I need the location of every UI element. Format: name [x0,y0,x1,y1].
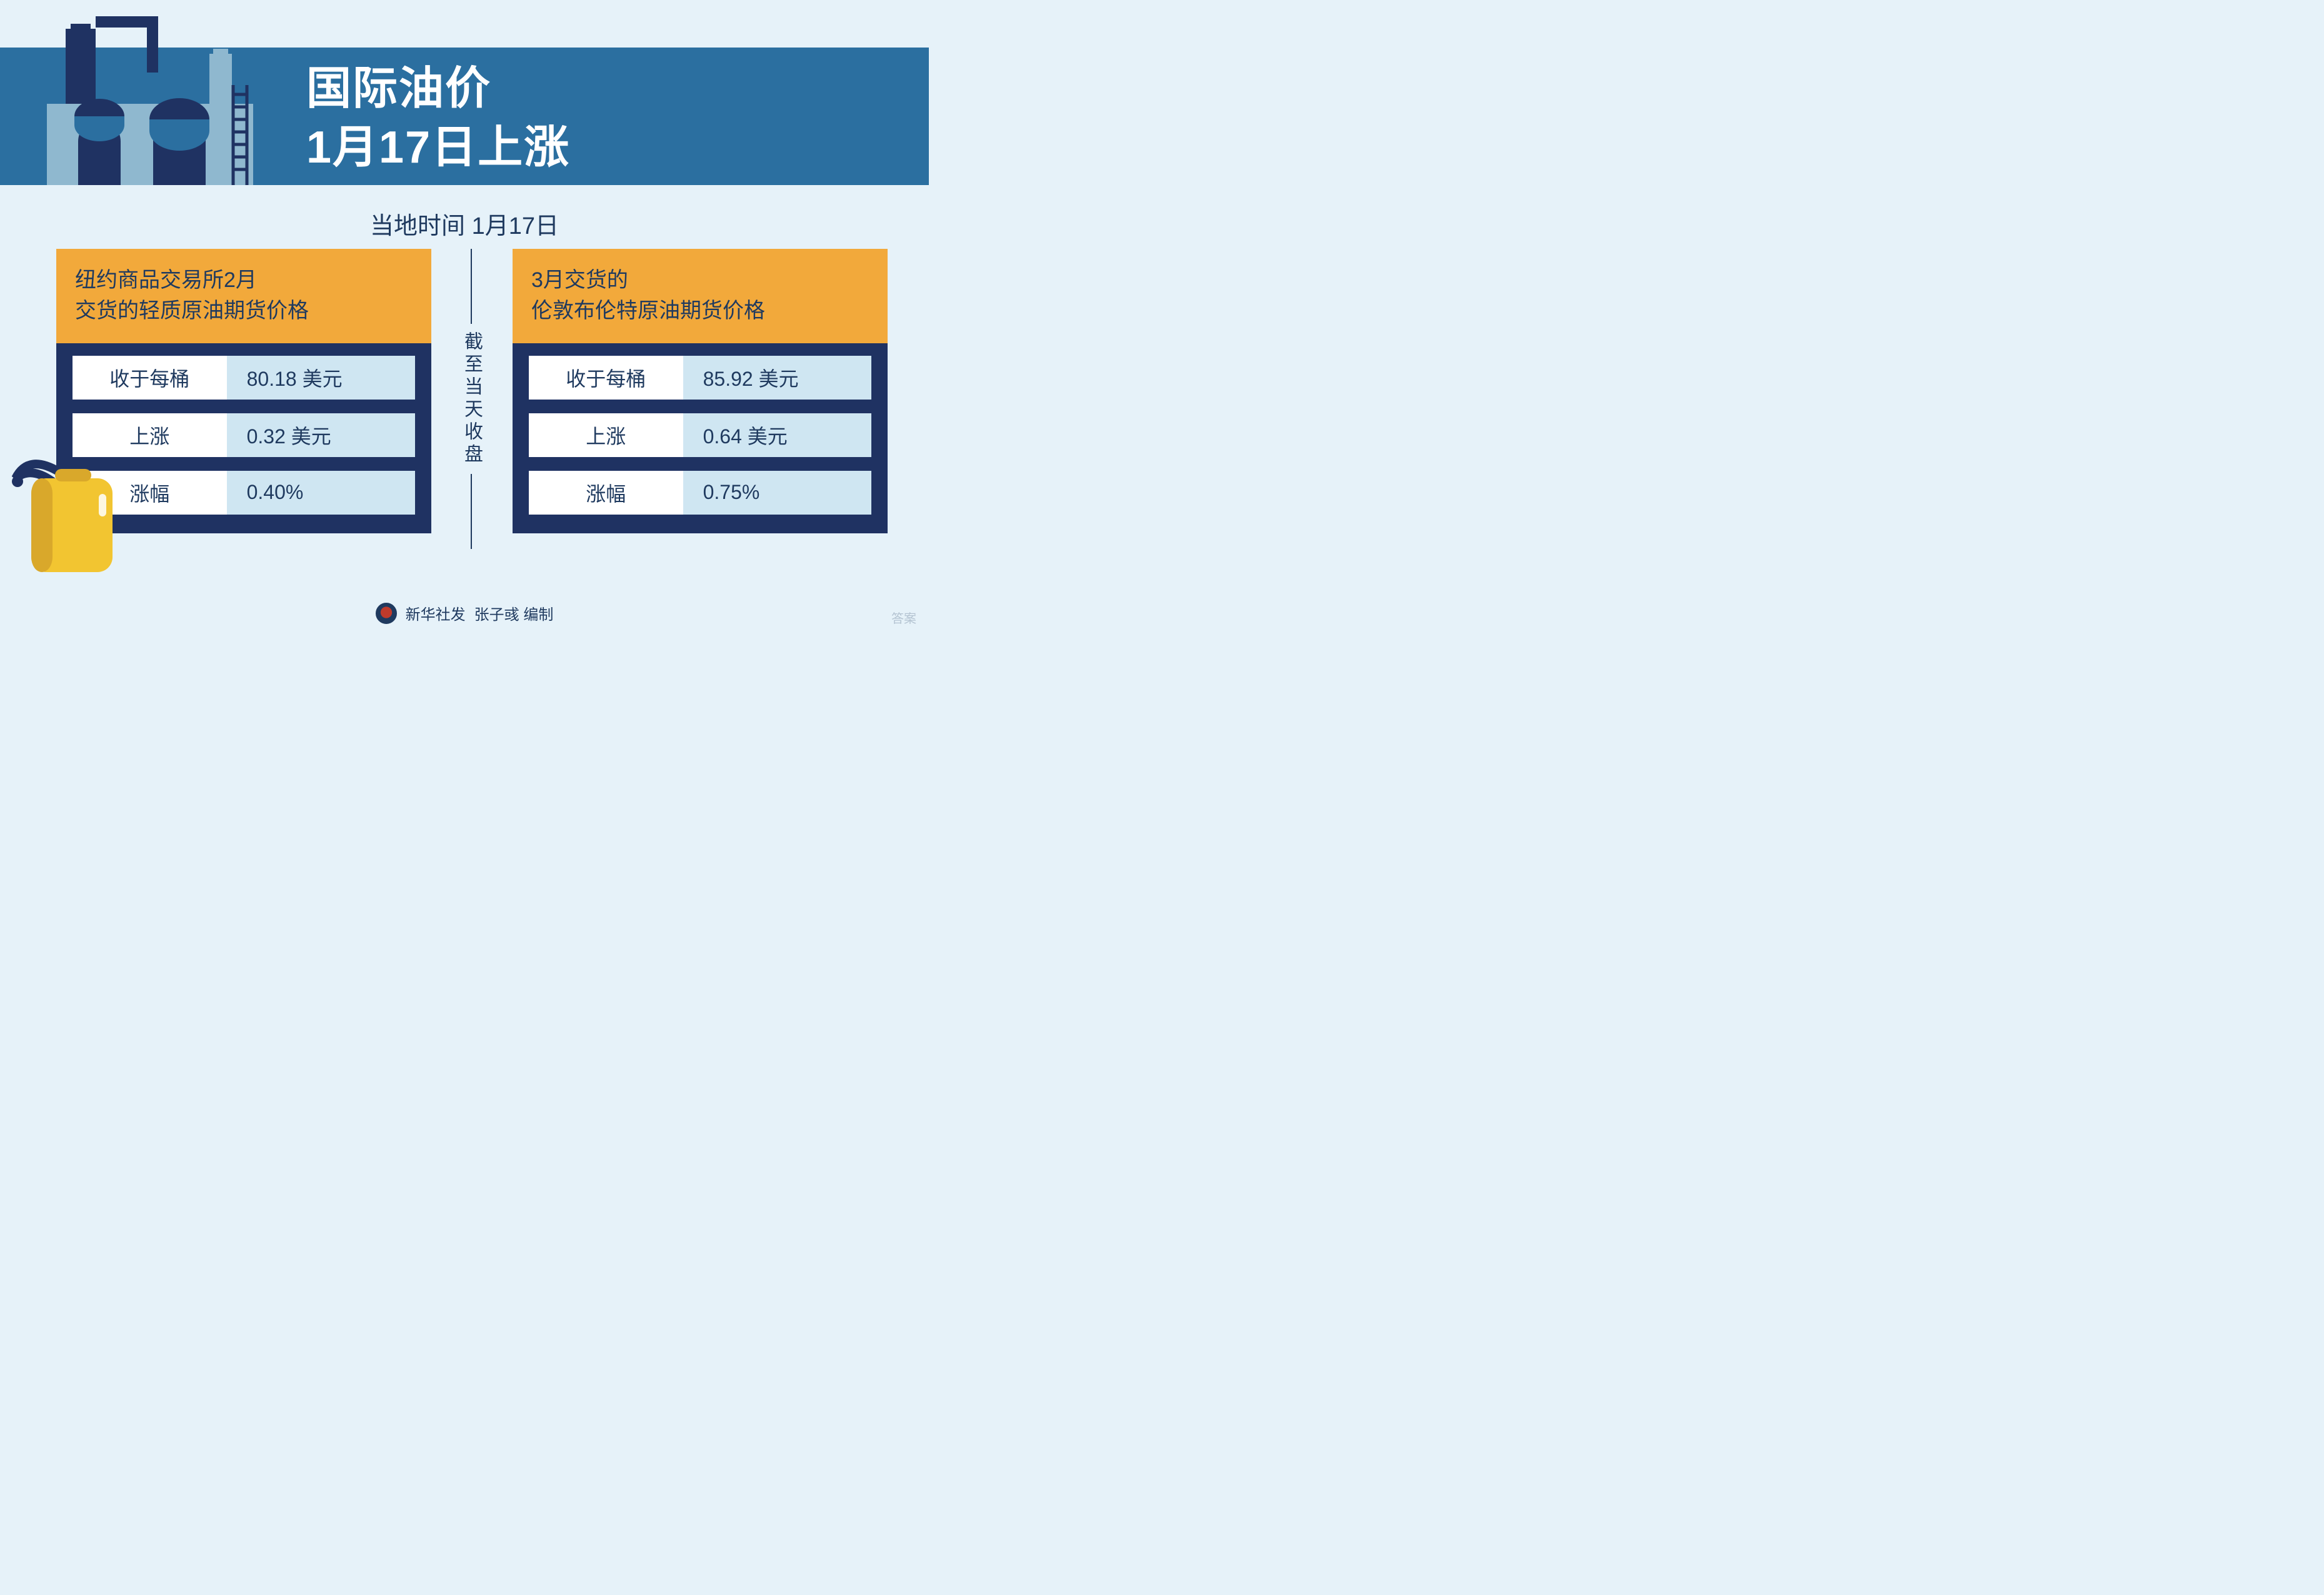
divider-line-bottom [471,474,472,549]
row-label: 上涨 [529,413,683,457]
card-body: 收于每桶 85.92 美元 上涨 0.64 美元 涨幅 0.75% [513,343,888,533]
subtitle: 当地时间 1月17日 [0,206,929,241]
watermark: 答案 [891,608,916,626]
title-line-2: 1月17日上涨 [306,119,570,178]
card-brent: 3月交货的 伦敦布伦特原油期货价格 收于每桶 85.92 美元 上涨 0.64 … [513,249,888,533]
row-value: 0.64 美元 [683,413,871,457]
row-value: 0.75% [683,471,871,515]
center-divider: 截至当天收盘 [461,249,481,549]
table-row: 涨幅 0.75% [529,471,871,515]
card-header-line1: 3月交货的 [531,268,628,292]
header-banner: 国际油价 1月17日上涨 [0,48,929,185]
row-value: 85.92 美元 [683,356,871,400]
factory-illustration [22,10,272,185]
row-value: 0.32 美元 [227,413,415,457]
card-header: 3月交货的 伦敦布伦特原油期货价格 [513,249,888,343]
page-title: 国际油价 1月17日上涨 [306,60,570,177]
row-label: 涨幅 [529,471,683,515]
footer-author: 张子彧 编制 [474,602,554,624]
oil-can-icon [6,450,125,581]
xinhua-logo-icon [376,603,397,624]
row-value: 0.40% [227,471,415,515]
title-line-1: 国际油价 [306,60,570,119]
card-header: 纽约商品交易所2月 交货的轻质原油期货价格 [56,249,431,343]
table-row: 收于每桶 85.92 美元 [529,356,871,400]
divider-label: 截至当天收盘 [458,324,485,474]
footer: 新华社发 张子彧 编制 [0,602,929,624]
row-label: 收于每桶 [73,356,227,400]
divider-line-top [471,249,472,324]
card-header-line2: 交货的轻质原油期货价格 [75,299,309,323]
card-header-line2: 伦敦布伦特原油期货价格 [531,299,765,323]
table-row: 收于每桶 80.18 美元 [73,356,415,400]
footer-source: 新华社发 [406,602,466,624]
card-header-line1: 纽约商品交易所2月 [75,268,257,292]
table-row: 上涨 0.64 美元 [529,413,871,457]
row-label: 收于每桶 [529,356,683,400]
row-value: 80.18 美元 [227,356,415,400]
